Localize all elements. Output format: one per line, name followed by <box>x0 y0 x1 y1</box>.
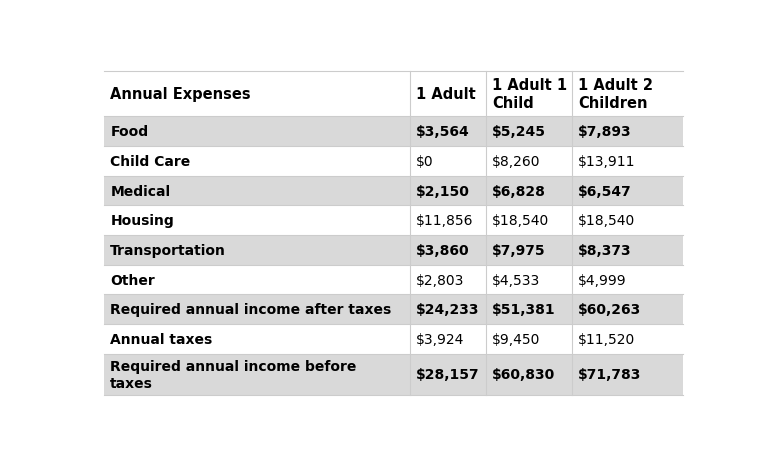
Text: 1 Adult 2
Children: 1 Adult 2 Children <box>578 78 653 111</box>
Text: $11,520: $11,520 <box>578 332 635 346</box>
Text: $8,260: $8,260 <box>492 155 541 169</box>
Bar <box>104 176 683 206</box>
Bar <box>104 117 683 147</box>
Text: $9,450: $9,450 <box>492 332 540 346</box>
Bar <box>104 236 683 265</box>
Text: Required annual income before
taxes: Required annual income before taxes <box>111 359 356 390</box>
Text: Child Care: Child Care <box>111 155 190 169</box>
Text: $6,547: $6,547 <box>578 184 632 198</box>
Text: $6,828: $6,828 <box>492 184 546 198</box>
Text: $11,856: $11,856 <box>415 214 473 228</box>
Text: $5,245: $5,245 <box>492 125 546 139</box>
Bar <box>104 295 683 325</box>
Text: Transportation: Transportation <box>111 244 226 257</box>
Text: $18,540: $18,540 <box>578 214 635 228</box>
Text: Medical: Medical <box>111 184 170 198</box>
Bar <box>104 354 683 395</box>
Text: $18,540: $18,540 <box>492 214 549 228</box>
Text: $2,150: $2,150 <box>415 184 469 198</box>
Bar <box>104 265 683 295</box>
Text: $13,911: $13,911 <box>578 155 636 169</box>
Text: $3,860: $3,860 <box>415 244 469 257</box>
Text: $60,263: $60,263 <box>578 303 641 317</box>
Text: $3,924: $3,924 <box>415 332 464 346</box>
Text: $24,233: $24,233 <box>415 303 479 317</box>
Bar <box>104 72 683 117</box>
Text: Annual taxes: Annual taxes <box>111 332 213 346</box>
Text: $51,381: $51,381 <box>492 303 555 317</box>
Text: 1 Adult 1
Child: 1 Adult 1 Child <box>492 78 567 111</box>
Bar <box>104 206 683 236</box>
Text: $4,999: $4,999 <box>578 273 627 287</box>
Bar <box>104 147 683 176</box>
Text: $3,564: $3,564 <box>415 125 469 139</box>
Text: $2,803: $2,803 <box>415 273 464 287</box>
Text: $4,533: $4,533 <box>492 273 540 287</box>
Text: Food: Food <box>111 125 148 139</box>
Text: $60,830: $60,830 <box>492 368 555 382</box>
Text: Housing: Housing <box>111 214 174 228</box>
Text: $7,975: $7,975 <box>492 244 545 257</box>
Text: 1 Adult: 1 Adult <box>415 87 475 102</box>
Text: $28,157: $28,157 <box>415 368 479 382</box>
Text: Annual Expenses: Annual Expenses <box>111 87 251 102</box>
Text: Other: Other <box>111 273 155 287</box>
Text: $8,373: $8,373 <box>578 244 632 257</box>
Text: Required annual income after taxes: Required annual income after taxes <box>111 303 392 317</box>
Text: $71,783: $71,783 <box>578 368 641 382</box>
Bar <box>104 325 683 354</box>
Text: $7,893: $7,893 <box>578 125 632 139</box>
Text: $0: $0 <box>415 155 433 169</box>
